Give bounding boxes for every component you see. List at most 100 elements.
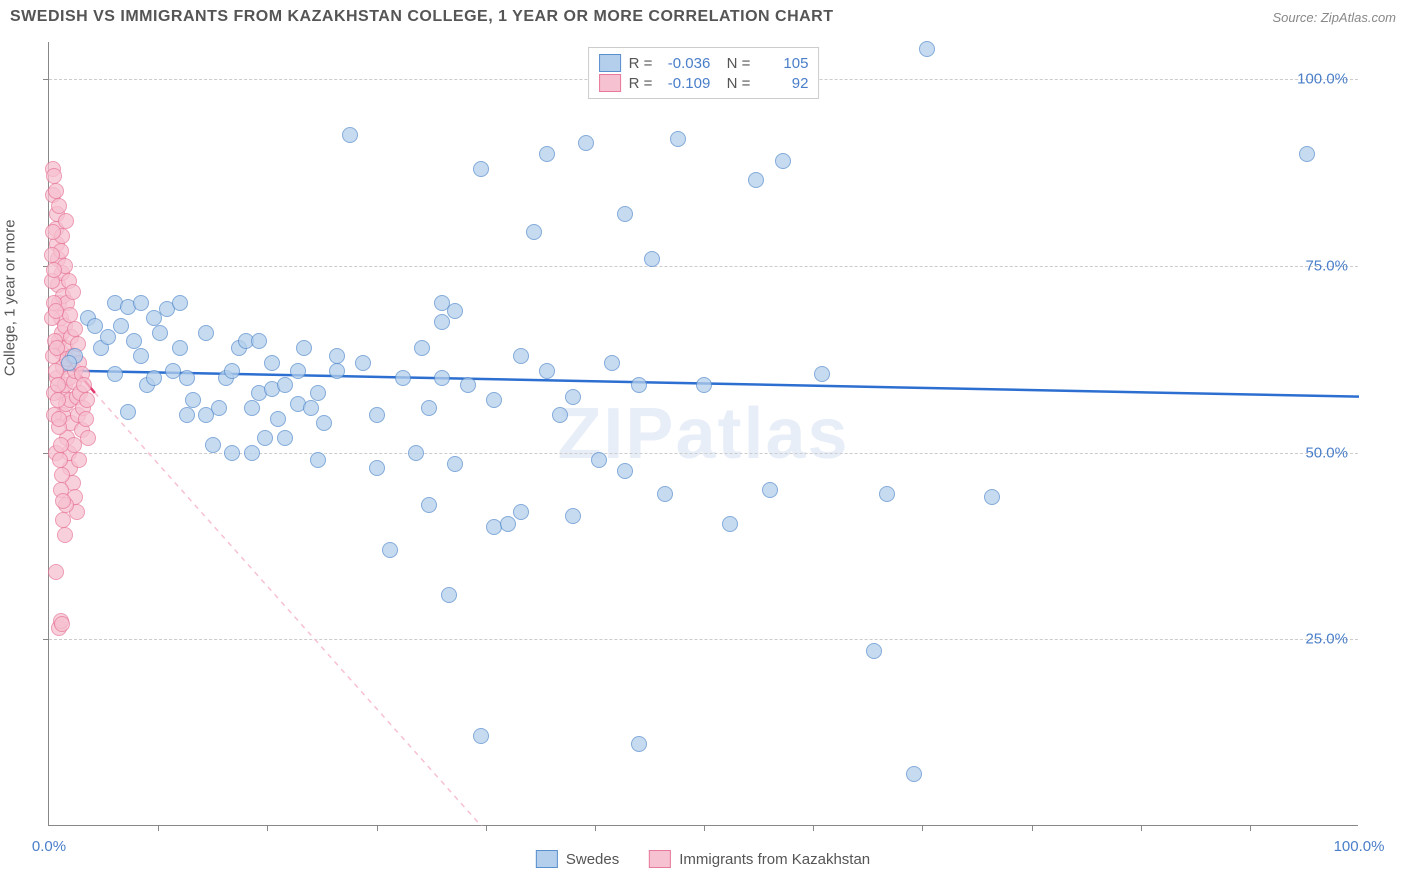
legend-n-label: N = xyxy=(718,55,750,72)
x-tick-label: 100.0% xyxy=(1334,838,1385,855)
series-legend: Swedes Immigrants from Kazakhstan xyxy=(536,850,870,868)
point-swedes xyxy=(500,516,516,532)
point-swedes xyxy=(146,370,162,386)
point-swedes xyxy=(473,161,489,177)
point-kazakhstan xyxy=(48,303,64,319)
point-swedes xyxy=(408,445,424,461)
point-kazakhstan xyxy=(62,307,78,323)
point-swedes xyxy=(179,407,195,423)
point-swedes xyxy=(342,127,358,143)
point-swedes xyxy=(539,363,555,379)
point-swedes xyxy=(251,333,267,349)
legend-r-value: -0.036 xyxy=(660,55,710,72)
point-swedes xyxy=(552,407,568,423)
point-swedes xyxy=(133,348,149,364)
point-swedes xyxy=(657,486,673,502)
point-swedes xyxy=(513,504,529,520)
point-swedes xyxy=(670,131,686,147)
point-swedes xyxy=(578,135,594,151)
point-kazakhstan xyxy=(46,168,62,184)
legend-row: R =-0.109 N =92 xyxy=(599,74,809,92)
point-swedes xyxy=(539,146,555,162)
point-swedes xyxy=(631,377,647,393)
point-swedes xyxy=(310,452,326,468)
point-swedes xyxy=(152,325,168,341)
point-kazakhstan xyxy=(67,321,83,337)
point-swedes xyxy=(205,437,221,453)
trend-lines xyxy=(49,42,1359,826)
correlation-legend: R =-0.036 N =105R =-0.109 N =92 xyxy=(588,47,820,99)
point-swedes xyxy=(434,370,450,386)
point-kazakhstan xyxy=(51,411,67,427)
point-kazakhstan xyxy=(58,213,74,229)
point-swedes xyxy=(382,542,398,558)
point-swedes xyxy=(264,355,280,371)
point-swedes xyxy=(631,736,647,752)
point-swedes xyxy=(316,415,332,431)
point-kazakhstan xyxy=(44,247,60,263)
source-label: Source: ZipAtlas.com xyxy=(1272,10,1396,25)
scatter-chart: ZIPatlas R =-0.036 N =105R =-0.109 N =92… xyxy=(48,42,1358,826)
legend-r-label: R = xyxy=(629,75,653,92)
point-swedes xyxy=(526,224,542,240)
point-swedes xyxy=(604,355,620,371)
point-swedes xyxy=(696,377,712,393)
point-swedes xyxy=(179,370,195,386)
legend-item: Immigrants from Kazakhstan xyxy=(649,850,870,868)
point-swedes xyxy=(329,348,345,364)
point-swedes xyxy=(722,516,738,532)
legend-label: Swedes xyxy=(566,851,619,868)
point-swedes xyxy=(460,377,476,393)
point-swedes xyxy=(126,333,142,349)
point-swedes xyxy=(113,318,129,334)
point-kazakhstan xyxy=(65,284,81,300)
point-swedes xyxy=(906,766,922,782)
legend-n-label: N = xyxy=(718,75,750,92)
point-swedes xyxy=(644,251,660,267)
point-swedes xyxy=(211,400,227,416)
point-swedes xyxy=(244,445,260,461)
legend-swatch xyxy=(599,54,621,72)
point-kazakhstan xyxy=(55,512,71,528)
point-swedes xyxy=(441,587,457,603)
point-kazakhstan xyxy=(76,377,92,393)
point-swedes xyxy=(617,206,633,222)
point-swedes xyxy=(198,325,214,341)
point-swedes xyxy=(919,41,935,57)
point-swedes xyxy=(355,355,371,371)
legend-r-value: -0.109 xyxy=(660,75,710,92)
point-swedes xyxy=(172,340,188,356)
point-swedes xyxy=(565,508,581,524)
point-swedes xyxy=(395,370,411,386)
point-swedes xyxy=(814,366,830,382)
point-swedes xyxy=(100,329,116,345)
point-swedes xyxy=(414,340,430,356)
legend-item: Swedes xyxy=(536,850,619,868)
point-kazakhstan xyxy=(80,430,96,446)
point-swedes xyxy=(866,643,882,659)
point-swedes xyxy=(185,392,201,408)
point-swedes xyxy=(486,392,502,408)
point-swedes xyxy=(244,400,260,416)
point-swedes xyxy=(224,363,240,379)
point-swedes xyxy=(473,728,489,744)
point-kazakhstan xyxy=(46,262,62,278)
point-swedes xyxy=(277,430,293,446)
point-swedes xyxy=(775,153,791,169)
point-swedes xyxy=(1299,146,1315,162)
point-swedes xyxy=(224,445,240,461)
point-kazakhstan xyxy=(54,616,70,632)
point-swedes xyxy=(369,407,385,423)
point-swedes xyxy=(133,295,149,311)
point-kazakhstan xyxy=(57,527,73,543)
point-swedes xyxy=(513,348,529,364)
point-swedes xyxy=(296,340,312,356)
legend-swatch xyxy=(599,74,621,92)
point-swedes xyxy=(748,172,764,188)
point-kazakhstan xyxy=(50,377,66,393)
point-kazakhstan xyxy=(48,183,64,199)
chart-title: SWEDISH VS IMMIGRANTS FROM KAZAKHSTAN CO… xyxy=(10,8,834,25)
point-kazakhstan xyxy=(79,392,95,408)
point-swedes xyxy=(270,411,286,427)
point-swedes xyxy=(421,497,437,513)
